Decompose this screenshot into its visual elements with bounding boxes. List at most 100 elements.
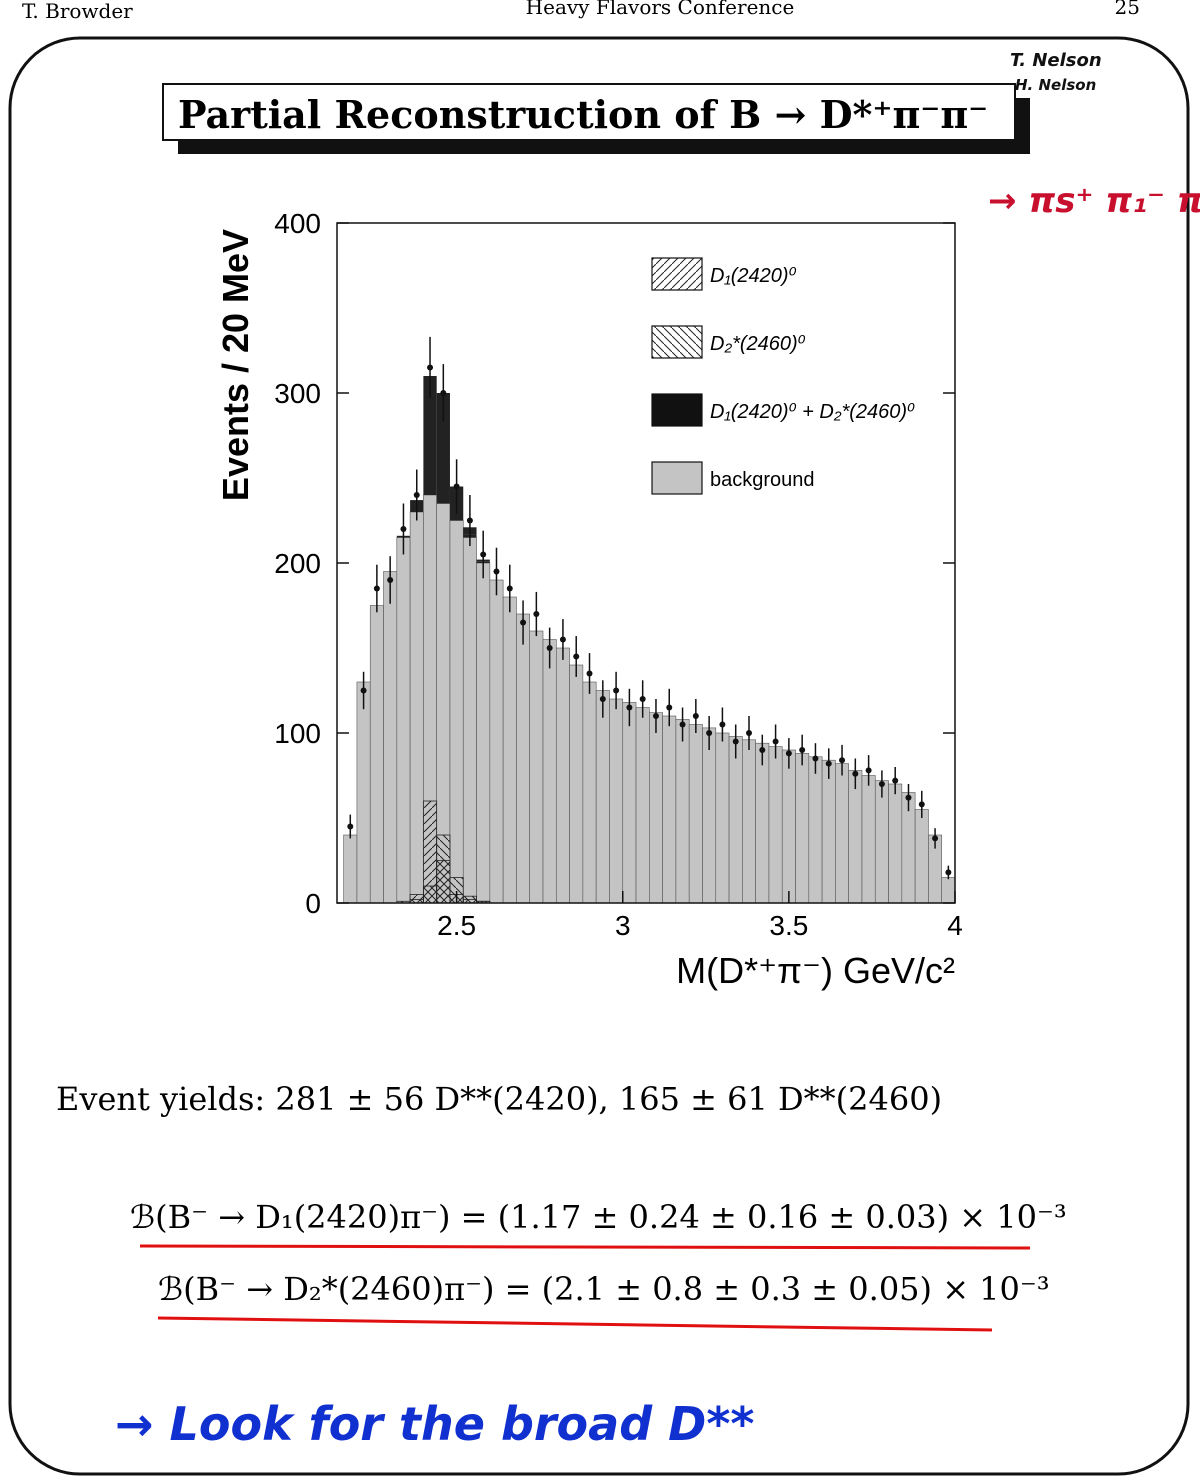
data-point (706, 730, 713, 736)
background-bar (409, 511, 424, 904)
equation: ℬ(B⁻ → D₂*(2460)π⁻) = (2.1 ± 0.8 ± 0.3 ±… (158, 1270, 1050, 1308)
legend-label: D₁(2420)⁰ (710, 265, 797, 287)
data-point (360, 687, 367, 694)
data-point (852, 770, 859, 777)
data-point (493, 568, 500, 575)
y-tick-label: 300 (274, 378, 321, 409)
background-bar (728, 736, 743, 904)
background-bar (356, 681, 371, 904)
signal-bar (449, 512, 464, 521)
x-tick-label: 3 (615, 910, 631, 941)
background-bar (675, 719, 690, 904)
background-bar (768, 746, 783, 904)
data-point (506, 585, 513, 592)
yields: Event yields: 281 ± 56 D**(2420), 165 ± … (56, 1080, 942, 1118)
y-tick-label: 400 (274, 208, 321, 239)
underline (157, 1316, 993, 1332)
data-point (785, 750, 792, 757)
x-tick-label: 3.5 (769, 910, 808, 941)
data-point (772, 738, 779, 745)
y-tick-label: 200 (274, 548, 321, 579)
background-bar (808, 756, 823, 904)
background-bar (449, 520, 464, 904)
data-point (799, 747, 806, 753)
legend-label: D₁(2420)⁰ + D₂*(2460)⁰ (710, 401, 915, 423)
data-point (639, 696, 646, 702)
data-point (400, 526, 407, 532)
data-point (559, 636, 566, 643)
background-bar (542, 639, 557, 904)
legend-swatch (651, 461, 703, 495)
data-point (865, 767, 872, 774)
note-name: H. Nelson (1015, 76, 1096, 94)
underline (139, 1244, 1031, 1250)
background-bar (595, 690, 610, 904)
background-bar (742, 739, 756, 904)
data-point (613, 687, 620, 694)
data-point (759, 747, 766, 753)
x-tick-label: 4 (947, 910, 963, 941)
data-point (839, 757, 846, 764)
background-bar (462, 537, 477, 904)
data-point (679, 721, 686, 728)
legend-swatch (651, 257, 703, 291)
background-bar (914, 809, 929, 904)
data-point (453, 483, 460, 490)
background-bar (476, 562, 491, 904)
data-point (666, 704, 673, 711)
data-point (599, 696, 606, 702)
background-bar (941, 877, 956, 904)
title-box (162, 83, 1016, 141)
data-point (586, 670, 593, 677)
data-point (719, 721, 726, 728)
background-bar (622, 702, 637, 904)
background-bar (848, 770, 863, 904)
background-bar (529, 630, 544, 904)
y-tick-label: 0 (305, 888, 321, 919)
data-point (892, 777, 899, 784)
background-bar (516, 613, 531, 904)
background-bar (688, 724, 703, 904)
data-point (652, 713, 659, 719)
background-bar (582, 681, 597, 904)
data-point (520, 619, 527, 626)
data-point (373, 585, 380, 592)
data-point (878, 781, 885, 787)
data-point (692, 713, 699, 719)
background-bar (489, 579, 504, 904)
background-bar (569, 664, 584, 904)
note-look: → Look for the broad D** (115, 1397, 754, 1451)
data-point (746, 730, 752, 736)
background-bar (874, 780, 889, 904)
background-bar (835, 763, 849, 904)
background-bar (502, 596, 517, 904)
signal-bar (436, 461, 450, 504)
header-right: 25 (1115, 0, 1140, 19)
header-left: T. Browder (22, 0, 133, 23)
signal-bar (436, 393, 450, 461)
chart: 0 100 200 300 400 2.5 3 3.5 4 M(D*⁺π⁻) GeV/c² Even… (215, 208, 963, 991)
background-bar (888, 783, 903, 904)
data-point (413, 492, 420, 498)
data-point (825, 760, 832, 767)
page-frame (8, 36, 1190, 1476)
background-bar (383, 571, 398, 904)
title: Partial Reconstruction of B → D*⁺π⁻π⁻ (178, 92, 988, 137)
background-bar (396, 537, 411, 904)
background-bar (609, 698, 624, 904)
note-pions: → πs⁺ π₁⁻ π₂⁻ (988, 181, 1200, 221)
data-point (533, 611, 540, 617)
data-point (918, 801, 925, 808)
signal-bar (423, 393, 437, 495)
data-point (945, 869, 952, 876)
data-point (427, 364, 434, 371)
background-bar (715, 732, 730, 904)
data-point (480, 551, 487, 558)
background-bar (649, 712, 663, 904)
data-point (573, 653, 580, 660)
background-bar (343, 834, 358, 904)
data-point (466, 517, 473, 524)
component-bar (422, 885, 438, 904)
data-point (812, 755, 819, 762)
